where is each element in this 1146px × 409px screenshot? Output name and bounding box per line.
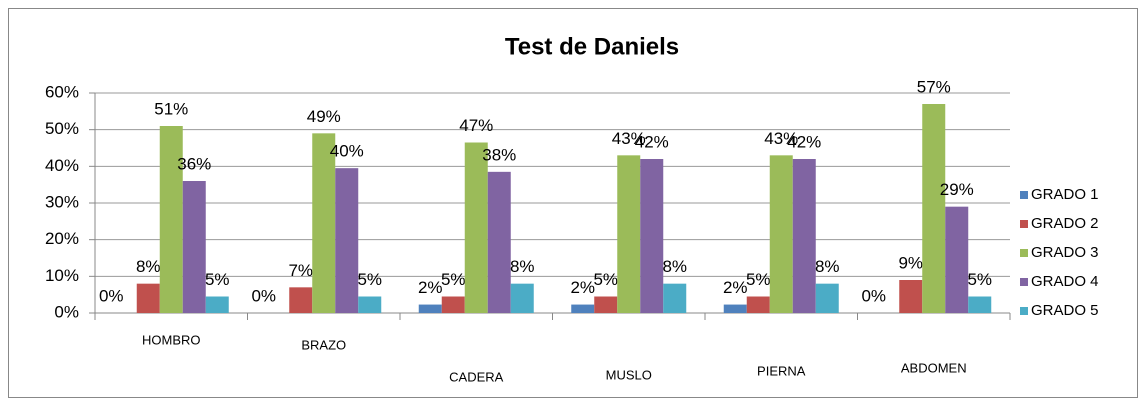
bar: [182, 181, 206, 313]
x-tick-label: ABDOMEN: [901, 360, 967, 375]
data-label: 5%: [441, 270, 466, 289]
data-label: 47%: [459, 116, 493, 135]
bar: [289, 287, 313, 313]
bar: [922, 104, 946, 313]
legend-swatch: [1020, 191, 1028, 199]
bar: [792, 159, 816, 313]
bar: [418, 304, 442, 313]
bar: [617, 155, 641, 313]
data-label: 5%: [205, 270, 230, 289]
y-tick-label: 60%: [45, 82, 79, 101]
data-label: 43%: [764, 129, 798, 148]
x-tick-label: PIERNA: [757, 363, 806, 378]
x-tick-label: CADERA: [449, 369, 504, 384]
bar: [159, 126, 183, 313]
data-label: 5%: [746, 270, 771, 289]
bar: [136, 283, 160, 313]
bar: [769, 155, 793, 313]
data-label: 0%: [251, 286, 276, 305]
bar: [441, 296, 465, 313]
data-label: 9%: [898, 253, 923, 272]
data-label: 2%: [723, 278, 748, 297]
data-label: 29%: [940, 180, 974, 199]
bar: [335, 168, 359, 313]
data-label: 2%: [570, 278, 595, 297]
x-tick-label: BRAZO: [301, 337, 346, 352]
data-label: 8%: [662, 257, 687, 276]
y-tick-label: 0%: [54, 302, 79, 321]
y-tick-label: 10%: [45, 266, 79, 285]
bar: [945, 206, 969, 313]
data-label: 49%: [307, 107, 341, 126]
data-label: 8%: [815, 257, 840, 276]
legend-label: GRADO 5: [1031, 302, 1099, 319]
legend-label: GRADO 3: [1031, 244, 1099, 261]
data-label: 5%: [357, 270, 382, 289]
bar: [640, 159, 664, 313]
legend-label: GRADO 1: [1031, 186, 1099, 203]
bar: [968, 296, 992, 313]
bar: [510, 283, 534, 313]
x-tick-label: MUSLO: [606, 367, 652, 382]
legend-label: GRADO 2: [1031, 215, 1099, 232]
data-label: 51%: [154, 99, 188, 118]
data-label: 38%: [482, 145, 516, 164]
bar: [571, 304, 595, 313]
legend-swatch: [1020, 220, 1028, 228]
y-tick-label: 30%: [45, 192, 79, 211]
bar: [464, 142, 488, 313]
bar: [663, 283, 687, 313]
data-label: 40%: [330, 142, 364, 161]
y-tick-label: 50%: [45, 119, 79, 138]
data-label: 0%: [861, 286, 886, 305]
chart-title: Test de Daniels: [505, 33, 679, 60]
data-label: 36%: [177, 154, 211, 173]
data-label: 5%: [593, 270, 618, 289]
bar: [358, 296, 382, 313]
legend-swatch: [1020, 278, 1028, 286]
bar: [312, 133, 336, 313]
bar: [205, 296, 229, 313]
data-label: 5%: [967, 270, 992, 289]
bar: [594, 296, 618, 313]
data-label: 42%: [787, 132, 821, 151]
data-label: 7%: [288, 261, 313, 280]
bar: [899, 280, 923, 313]
y-tick-label: 40%: [45, 156, 79, 175]
bar: [746, 296, 770, 313]
bar: [723, 304, 747, 313]
bar: [487, 171, 511, 313]
legend-swatch: [1020, 249, 1028, 257]
legend-label: GRADO 4: [1031, 273, 1099, 290]
data-label: 2%: [418, 278, 443, 297]
bar: [815, 283, 839, 313]
data-label: 57%: [917, 77, 951, 96]
y-tick-label: 20%: [45, 229, 79, 248]
data-label: 8%: [510, 257, 535, 276]
legend-swatch: [1020, 307, 1028, 315]
data-label: 42%: [635, 132, 669, 151]
data-label: 8%: [136, 257, 161, 276]
data-label: 43%: [612, 129, 646, 148]
data-label: 0%: [99, 286, 124, 305]
x-tick-label: HOMBRO: [142, 332, 201, 347]
